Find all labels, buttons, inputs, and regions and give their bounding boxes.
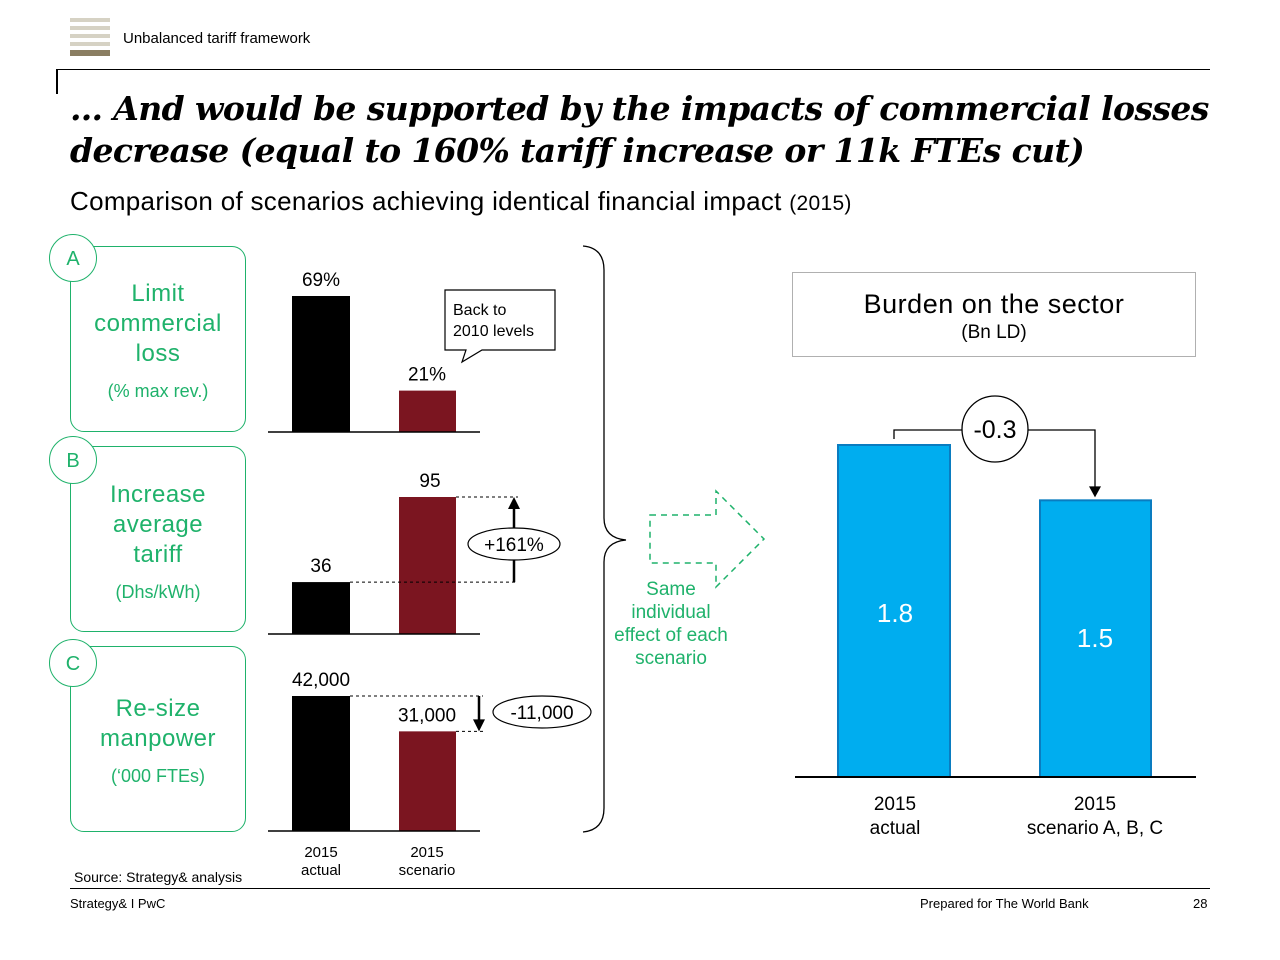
- subtitle-text: Comparison of scenarios achieving identi…: [70, 186, 782, 216]
- scenario-name: Re-size manpower: [71, 694, 245, 754]
- scenario-name: Increase average tariff: [71, 480, 245, 570]
- burden-title: Burden on the sector: [863, 289, 1125, 319]
- page-title: … And would be supported by the impacts …: [70, 89, 1209, 170]
- x-tick-label: actual: [870, 818, 921, 839]
- page-subtitle: Comparison of scenarios achieving identi…: [70, 186, 852, 217]
- logo-stripe: [70, 50, 110, 56]
- scenario-unit: (Dhs/kWh): [115, 582, 201, 602]
- footer-left: Strategy& I PwC: [70, 896, 166, 911]
- scenario-letter-a: A: [49, 234, 97, 282]
- x-tick-label: actual: [301, 862, 341, 879]
- logo-stripe: [70, 18, 110, 22]
- delta-connector: [893, 429, 1096, 489]
- scenario-name-line: manpower: [99, 725, 217, 752]
- delta-bubble: [492, 695, 592, 729]
- delta-label: -0.3: [973, 416, 1016, 444]
- data-label: 69%: [302, 270, 340, 291]
- scenario-name-line: tariff: [133, 541, 183, 568]
- x-tick-label: 2015: [874, 794, 916, 815]
- x-tick-label: scenario A, B, C: [1027, 818, 1163, 839]
- delta-label: +161%: [484, 535, 544, 556]
- header-tick: [56, 69, 58, 94]
- bar-2015-scenario: [399, 390, 456, 432]
- arrow-down-icon: [473, 719, 485, 732]
- scenario-name-line: average: [112, 511, 204, 538]
- footer-rule: [70, 888, 1210, 889]
- bar-2015-scenario: [399, 731, 456, 831]
- scenario-name-line: Re-size: [115, 695, 201, 722]
- data-label: 36: [310, 556, 331, 577]
- logo-stripe: [70, 42, 110, 46]
- scenario-box-a: Limit commercial loss (% max rev.): [70, 246, 246, 432]
- scenario-box-c: Re-size manpower (‘000 FTEs): [70, 646, 246, 832]
- header-rule: [56, 69, 1210, 70]
- section-label: Unbalanced tariff framework: [123, 30, 311, 47]
- scenario-box-b: Increase average tariff (Dhs/kWh): [70, 446, 246, 632]
- dashed-arrow-icon: [649, 489, 766, 589]
- callout-line: Back to: [453, 302, 506, 319]
- x-tick-label: 2015: [410, 844, 443, 861]
- subtitle-year: (2015): [789, 192, 852, 215]
- footer-center: Prepared for The World Bank: [920, 896, 1089, 911]
- scenario-unit: (% max rev.): [107, 381, 209, 401]
- x-tick-label: 2015: [1074, 794, 1116, 815]
- burden-chart: 1.8 1.5 -0.3 2015 actual 2015 scenario A…: [795, 395, 1196, 839]
- arrow-note-line: Same: [646, 579, 696, 600]
- data-label: 21%: [408, 365, 446, 386]
- scenario-name: Limit commercial loss: [71, 279, 245, 369]
- arrow-note: Same individual effect of each scenario: [605, 578, 737, 670]
- delta-label: -11,000: [510, 703, 573, 724]
- scenario-name-line: commercial: [94, 310, 222, 337]
- data-label: 1.8: [877, 598, 913, 628]
- delta-bubble: [961, 395, 1029, 463]
- scenario-name-line: loss: [135, 340, 181, 367]
- logo-stripe: [70, 34, 110, 38]
- source-note: Source: Strategy& analysis: [74, 869, 243, 885]
- arrow-up-icon: [508, 497, 520, 509]
- scenario-letter-c: C: [49, 639, 97, 687]
- data-label: 31,000: [398, 705, 456, 726]
- data-label: 95: [419, 471, 440, 492]
- bar-2015-actual: [837, 444, 951, 778]
- logo-stripe: [70, 26, 110, 30]
- bar-2015-actual: [292, 296, 350, 432]
- bar-2015-actual: [292, 582, 350, 634]
- callout-line: 2010 levels: [453, 323, 534, 340]
- bar-2015-scenario: [399, 497, 456, 634]
- scenario-name-line: Increase: [109, 481, 207, 508]
- burden-title-box: Burden on the sector (Bn LD): [792, 272, 1196, 357]
- bar-2015-scenario-abc: [1039, 499, 1152, 778]
- scenario-letter-b: B: [49, 436, 97, 484]
- delta-bubble: [467, 527, 561, 561]
- x-tick-label: scenario: [399, 862, 456, 879]
- callout-bubble: [444, 289, 556, 364]
- x-tick-label: 2015: [304, 844, 337, 861]
- page-number: 28: [1193, 896, 1208, 911]
- scenario-name-line: Limit: [131, 280, 185, 307]
- arrow-down-icon: [1089, 486, 1101, 498]
- grouping-brace: [582, 245, 627, 833]
- chart-c: 42,000 31,000 -11,000: [268, 670, 592, 832]
- arrow-note-line: individual: [631, 602, 711, 623]
- data-label: 1.5: [1077, 623, 1113, 653]
- arrow-note-line: effect of each: [614, 625, 728, 646]
- bar-2015-actual: [292, 696, 350, 831]
- burden-unit: (Bn LD): [961, 322, 1027, 343]
- chart-b: 36 95 +161%: [268, 471, 561, 635]
- data-label: 42,000: [292, 670, 350, 691]
- chart-a: 69% 21% Back to 2010 levels: [268, 270, 556, 433]
- arrow-note-line: scenario: [635, 648, 707, 669]
- scenario-unit: (‘000 FTEs): [110, 766, 206, 786]
